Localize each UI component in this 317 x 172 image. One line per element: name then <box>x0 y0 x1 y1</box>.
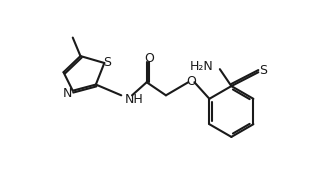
Text: O: O <box>186 75 196 88</box>
Text: N: N <box>63 87 72 100</box>
Text: H₂N: H₂N <box>190 60 214 73</box>
Text: NH: NH <box>125 93 144 106</box>
Text: O: O <box>144 52 154 65</box>
Text: S: S <box>103 56 111 69</box>
Text: S: S <box>259 64 267 77</box>
